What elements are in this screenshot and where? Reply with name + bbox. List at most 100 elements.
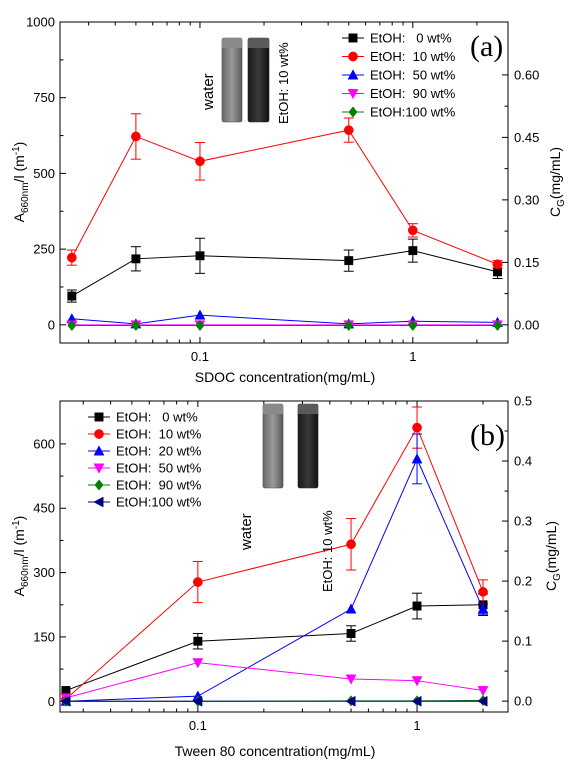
- data-point: [67, 319, 77, 332]
- data-point: [344, 319, 354, 332]
- y-tick-label: 150: [33, 629, 55, 644]
- inset-photo: water EtOH: 10 wt%: [238, 403, 335, 592]
- legend-marker: [347, 69, 359, 80]
- series: [66, 237, 503, 303]
- legend-label: EtOH: 90 wt%: [370, 86, 456, 101]
- legend-marker: [93, 463, 105, 474]
- data-point: [193, 577, 203, 587]
- data-point: [67, 291, 77, 301]
- legend-label: EtOH: 0 wt%: [116, 410, 198, 425]
- data-point: [346, 629, 356, 638]
- y2-tick-label: 0.1: [514, 634, 532, 649]
- data-point: [412, 422, 422, 433]
- legend-marker: [93, 496, 104, 508]
- x-tick-label: 0.1: [189, 718, 207, 733]
- data-point: [412, 601, 422, 611]
- y-tick-label: 600: [33, 436, 55, 451]
- panel-label-a: (a): [470, 30, 503, 63]
- data-point: [492, 259, 503, 270]
- x-axis-label-b: Tween 80 concentration(mg/mL): [175, 743, 376, 759]
- legend-label: EtOH: 10 wt%: [370, 49, 456, 64]
- legend-label: EtOH: 50 wt%: [116, 461, 202, 476]
- y2-tick-label: 0.45: [514, 130, 539, 145]
- data-point: [408, 246, 418, 256]
- y-tick-label: 750: [33, 90, 55, 105]
- data-point: [478, 587, 488, 597]
- legend-marker: [348, 106, 358, 118]
- y-tick-label: 500: [33, 166, 55, 181]
- legend-label: EtOH: 50 wt%: [370, 68, 456, 83]
- data-point: [345, 674, 357, 685]
- series-line: [71, 129, 498, 265]
- y-ticks: 0 150 300 450 600: [33, 436, 66, 709]
- inset-water-label: water: [238, 513, 255, 551]
- legend-a: EtOH: 0 wt% EtOH: 10 wt% EtOH: 50 wt% EtOH:…: [342, 31, 456, 120]
- series-layer: [66, 113, 503, 332]
- data-point: [493, 319, 503, 332]
- inset-water-label: water: [200, 73, 217, 111]
- legend-marker: [94, 429, 104, 439]
- y-axis-label-b: A660nm/l (m-1): [11, 516, 31, 597]
- y2-tick-label: 0.4: [514, 454, 532, 469]
- data-point: [477, 686, 489, 697]
- vial-ethanol-cap: [248, 38, 269, 48]
- data-point: [345, 603, 357, 614]
- series: [60, 695, 488, 707]
- series-line: [71, 314, 498, 325]
- data-point: [194, 309, 206, 320]
- data-point: [66, 252, 77, 263]
- plot-frame: [59, 400, 509, 713]
- vial-water: [221, 37, 243, 123]
- x-tick-label: 1: [413, 718, 420, 733]
- legend-marker: [94, 479, 104, 491]
- y-ticks: 0 250 500 750 1000: [26, 15, 66, 332]
- series-line: [65, 662, 484, 699]
- y-axis-label-a: A660nm/l (m-1): [11, 142, 31, 223]
- y2-tick-label: 0.15: [514, 255, 539, 270]
- panel-label-b: (b): [470, 419, 505, 452]
- data-point: [411, 453, 423, 464]
- y2-tick-label: 0.30: [514, 192, 539, 207]
- series: [61, 406, 489, 704]
- vial-water-cap: [222, 38, 242, 48]
- y-tick-label: 450: [33, 501, 55, 516]
- y2-ticks: 0.0 0.1 0.2 0.3 0.4 0.5: [502, 394, 532, 709]
- legend-label: EtOH: 10 wt%: [116, 427, 202, 442]
- inset-ethanol-label: EtOH: 10 wt%: [276, 42, 291, 124]
- x-tick-label: 0.1: [191, 349, 209, 364]
- data-point: [407, 225, 418, 236]
- data-point: [195, 156, 205, 167]
- y2-tick-label: 0.60: [514, 67, 539, 82]
- y-tick-label: 300: [33, 565, 55, 580]
- series-line: [71, 250, 498, 297]
- data-point: [344, 256, 354, 266]
- data-point: [345, 695, 356, 707]
- data-point: [411, 695, 422, 707]
- data-point: [343, 125, 354, 135]
- y2-tick-label: 0.00: [514, 317, 539, 332]
- series-layer: [60, 406, 489, 707]
- legend-label: EtOH:100 wt%: [370, 105, 456, 120]
- inset-photo: water EtOH: 10 wt%: [200, 37, 291, 124]
- legend-marker: [94, 412, 104, 422]
- legend-label: EtOH: 0 wt%: [370, 31, 452, 46]
- vial-ethanol: [297, 403, 319, 489]
- y2-tick-label: 0.0: [514, 694, 532, 709]
- y-tick-label: 0: [48, 694, 55, 709]
- data-point: [408, 319, 418, 332]
- y-tick-label: 1000: [26, 15, 55, 30]
- legend-b: EtOH: 0 wt% EtOH: 10 wt% EtOH: 20 wt% EtOH:…: [88, 410, 202, 510]
- x-ticks: 0.1 1: [88, 22, 478, 364]
- data-point: [346, 539, 356, 550]
- series: [61, 592, 489, 696]
- y2-axis-label-a: CG(mg/mL): [547, 147, 567, 217]
- data-point: [195, 251, 205, 261]
- x-tick-label: 1: [409, 349, 416, 364]
- legend-marker: [93, 445, 105, 456]
- data-point: [411, 676, 423, 687]
- legend-label: EtOH: 20 wt%: [116, 444, 202, 459]
- legend-label: EtOH:100 wt%: [116, 495, 202, 510]
- data-point: [477, 603, 489, 614]
